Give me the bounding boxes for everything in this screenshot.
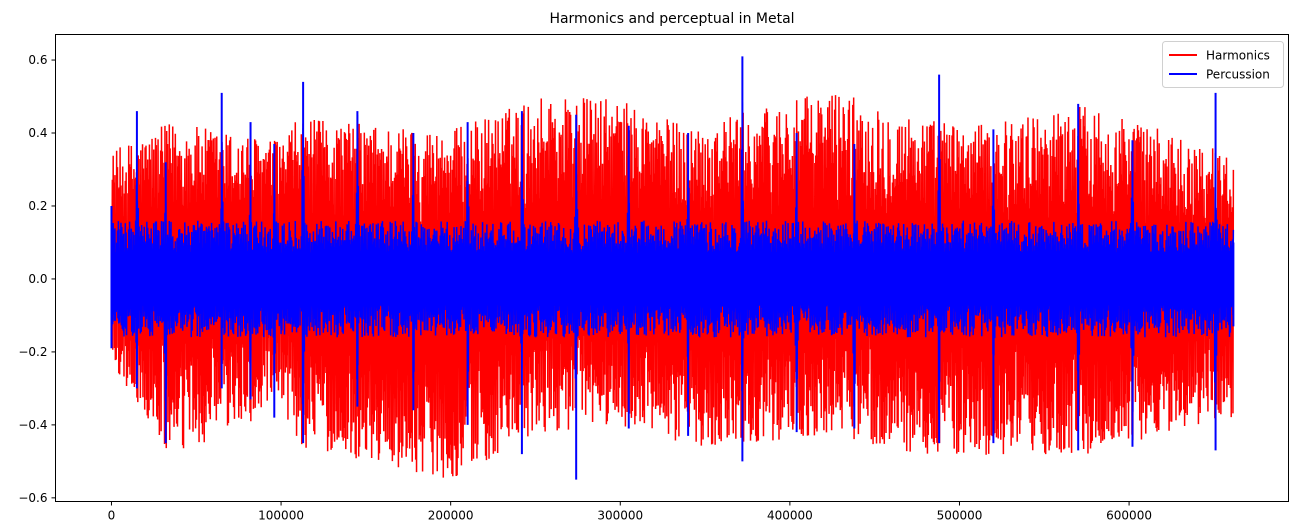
y-axis: −0.6 −0.4 −0.2 0.0 0.2 0.4 0.6 — [18, 53, 56, 505]
y-tick-label: 0.0 — [28, 272, 47, 286]
x-tick-label: 0 — [108, 509, 116, 523]
legend-label-percussion: Percussion — [1206, 68, 1270, 82]
y-tick-label: −0.2 — [18, 345, 47, 359]
y-tick-label: 0.4 — [28, 126, 47, 140]
x-axis: 0 100000 200000 300000 400000 500000 600000 — [108, 501, 1152, 523]
x-tick-label: 100000 — [258, 509, 304, 523]
chart-title: Harmonics and perceptual in Metal — [549, 11, 794, 27]
plot-area — [110, 56, 1235, 480]
y-tick-label: 0.6 — [28, 53, 47, 67]
axes-frame — [55, 34, 1289, 502]
y-tick-label: −0.6 — [18, 491, 47, 505]
legend: Harmonics Percussion — [1162, 41, 1284, 88]
y-tick-label: −0.4 — [18, 418, 47, 432]
x-tick-label: 400000 — [767, 509, 813, 523]
x-tick-label: 200000 — [428, 509, 474, 523]
legend-box — [1162, 41, 1284, 88]
x-tick-label: 300000 — [597, 509, 643, 523]
y-tick-label: 0.2 — [28, 199, 47, 213]
x-tick-label: 500000 — [937, 509, 983, 523]
series-percussion-line — [110, 102, 1235, 420]
x-tick-label: 600000 — [1106, 509, 1152, 523]
legend-label-harmonics: Harmonics — [1206, 49, 1270, 63]
